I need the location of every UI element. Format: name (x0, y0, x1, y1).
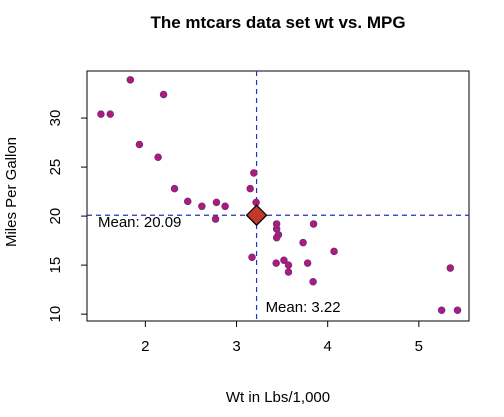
data-point (154, 153, 162, 162)
data-point (106, 110, 114, 118)
data-point (437, 306, 446, 314)
data-point (309, 220, 318, 228)
data-point (284, 268, 293, 276)
mean-x-annotation: Mean: 3.22 (266, 299, 341, 316)
data-points (97, 76, 462, 314)
data-point (126, 76, 135, 84)
data-point (212, 198, 221, 207)
data-point (330, 247, 338, 256)
data-point (284, 261, 293, 269)
y-tick-label: 10 (47, 306, 64, 323)
y-tick-label: 20 (47, 208, 64, 225)
x-tick-label: 3 (232, 338, 240, 355)
mean-marker (245, 204, 268, 227)
data-point (453, 306, 462, 314)
data-point (170, 184, 179, 193)
x-axis: 2 3 4 5 (141, 320, 423, 355)
data-point (299, 238, 307, 247)
data-point (221, 202, 229, 211)
data-point (135, 140, 144, 149)
y-tick-label: 15 (47, 257, 64, 274)
x-tick-label: 5 (415, 338, 423, 355)
x-axis-label: Wt in Lbs/1,000 (226, 389, 330, 406)
data-point (246, 184, 254, 193)
y-tick-label: 30 (47, 110, 64, 127)
data-point (250, 169, 258, 177)
y-axis: 10 15 20 25 30 (47, 110, 88, 323)
data-point (97, 110, 105, 118)
x-tick-label: 2 (141, 338, 149, 355)
mean-marker-group (245, 204, 268, 227)
data-point (272, 233, 281, 242)
x-tick-label: 4 (324, 338, 332, 355)
data-point (280, 256, 288, 264)
data-point (272, 220, 281, 228)
y-axis-label: Miles Per Gallon (3, 137, 20, 247)
y-tick-label: 25 (47, 159, 64, 176)
mean-y-annotation: Mean: 20.09 (98, 214, 181, 231)
data-point (303, 259, 312, 267)
chart-title: The mtcars data set wt vs. MPG (150, 13, 405, 32)
data-point (183, 197, 192, 206)
data-point (248, 253, 256, 262)
plot-frame (86, 70, 470, 322)
data-point (446, 264, 455, 272)
data-point (159, 90, 168, 99)
mean-lines (87, 71, 469, 321)
data-point (211, 215, 220, 223)
data-point (309, 278, 317, 286)
data-point (252, 198, 260, 207)
data-point (272, 259, 280, 267)
data-point (198, 202, 206, 211)
